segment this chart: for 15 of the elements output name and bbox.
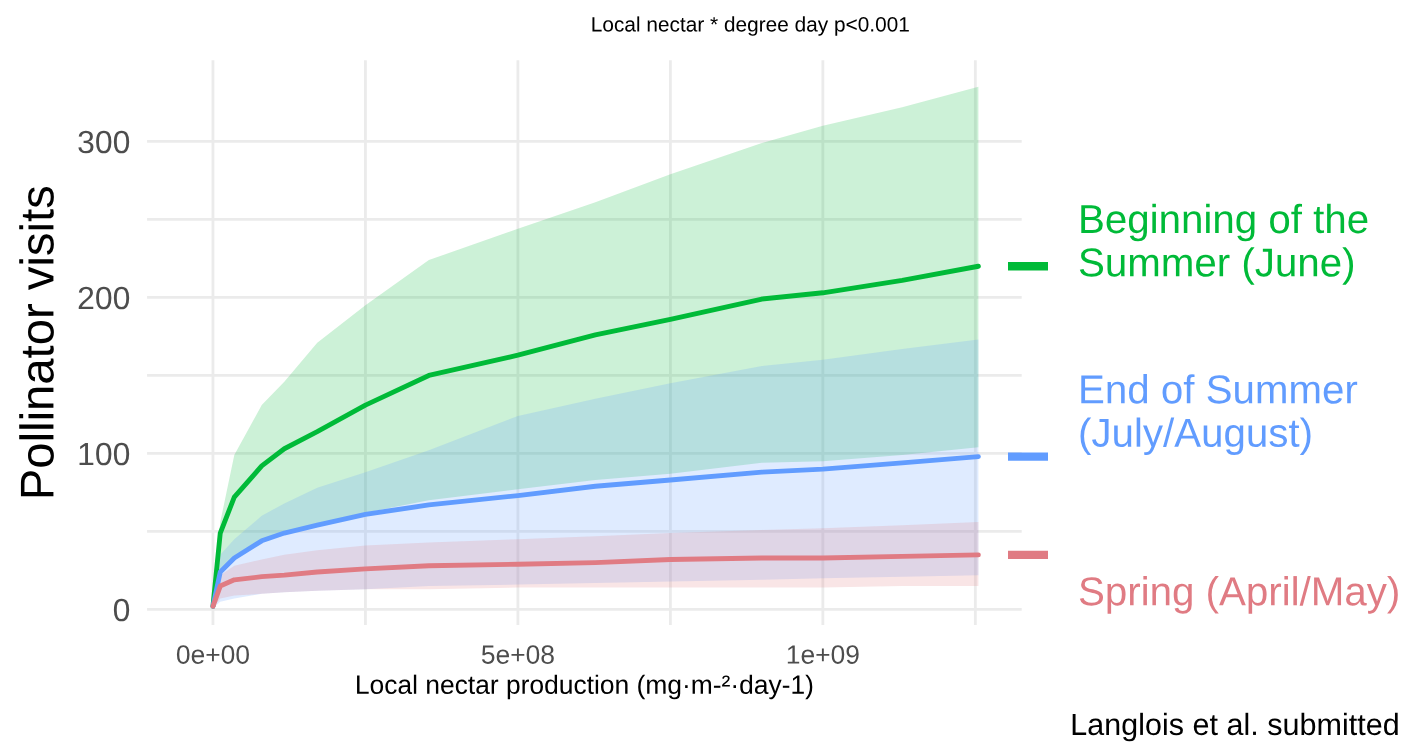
y-axis-title: Pollinator visits bbox=[19, 186, 54, 497]
text: Langlois et al. submitted bbox=[1072, 712, 1398, 742]
text: End of Summer (July/August) bbox=[1080, 374, 1358, 456]
y-tick-label: 100 bbox=[79, 442, 130, 466]
chart-title: Local nectar * degree day p<0.001 bbox=[592, 16, 909, 36]
x-tick-label: 5e+08 bbox=[481, 645, 554, 664]
line-series bbox=[210, 552, 981, 609]
x-axis-title: Local nectar production (mg·m-²·day-1) bbox=[357, 674, 813, 700]
legend-label: Beginning of the Summer (June) bbox=[1079, 203, 1368, 285]
x-tick-label: 0e+00 bbox=[176, 645, 249, 664]
x-tick-label: 1e+09 bbox=[787, 645, 859, 664]
y-tick-label: 0 bbox=[113, 598, 130, 622]
text: Spring (April/May) bbox=[1079, 576, 1398, 614]
y-tick-label: 300 bbox=[78, 130, 130, 154]
y-tick-label: 200 bbox=[78, 286, 130, 310]
